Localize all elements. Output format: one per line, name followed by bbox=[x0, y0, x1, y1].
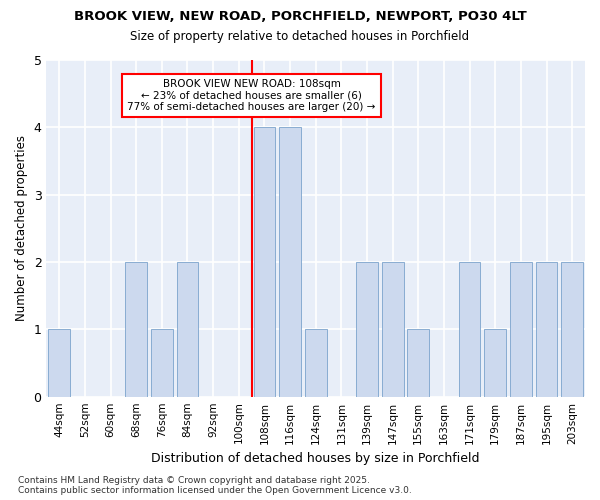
Bar bbox=[151, 330, 173, 396]
Text: Contains HM Land Registry data © Crown copyright and database right 2025.
Contai: Contains HM Land Registry data © Crown c… bbox=[18, 476, 412, 495]
Bar bbox=[254, 128, 275, 396]
Bar bbox=[561, 262, 583, 396]
Bar bbox=[279, 128, 301, 396]
Text: Size of property relative to detached houses in Porchfield: Size of property relative to detached ho… bbox=[130, 30, 470, 43]
Bar bbox=[458, 262, 481, 396]
Text: BROOK VIEW NEW ROAD: 108sqm
← 23% of detached houses are smaller (6)
77% of semi: BROOK VIEW NEW ROAD: 108sqm ← 23% of det… bbox=[127, 79, 376, 112]
X-axis label: Distribution of detached houses by size in Porchfield: Distribution of detached houses by size … bbox=[151, 452, 480, 465]
Bar bbox=[356, 262, 378, 396]
Y-axis label: Number of detached properties: Number of detached properties bbox=[15, 136, 28, 322]
Bar bbox=[536, 262, 557, 396]
Bar bbox=[125, 262, 147, 396]
Bar bbox=[49, 330, 70, 396]
Bar bbox=[305, 330, 326, 396]
Bar bbox=[510, 262, 532, 396]
Bar bbox=[484, 330, 506, 396]
Bar bbox=[176, 262, 199, 396]
Text: BROOK VIEW, NEW ROAD, PORCHFIELD, NEWPORT, PO30 4LT: BROOK VIEW, NEW ROAD, PORCHFIELD, NEWPOR… bbox=[74, 10, 526, 23]
Bar bbox=[407, 330, 429, 396]
Bar bbox=[382, 262, 404, 396]
